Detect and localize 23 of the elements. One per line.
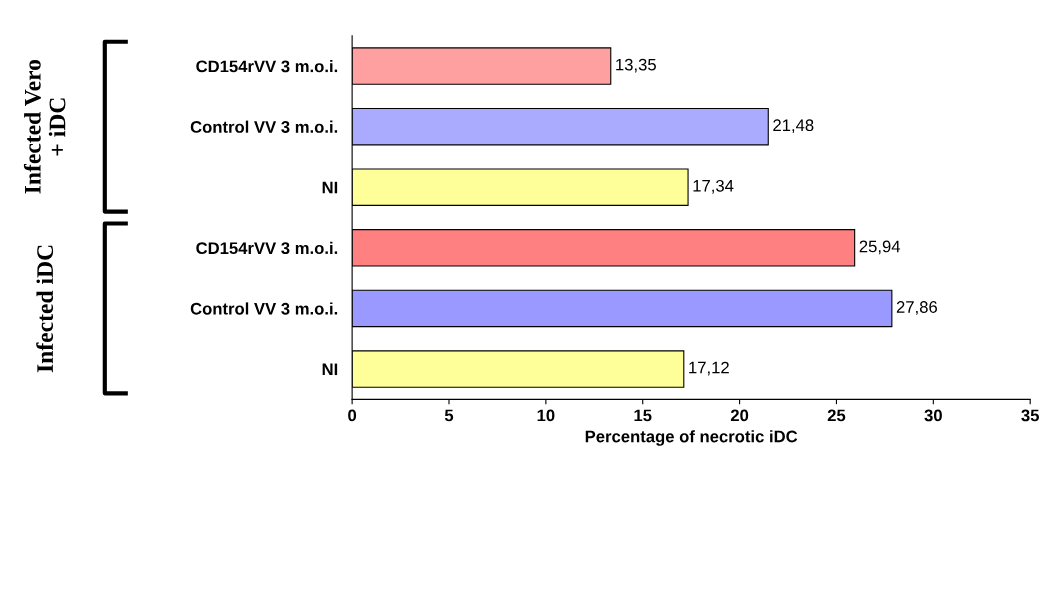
x-tick-label: 30	[924, 409, 942, 422]
text: Infected iDC	[36, 245, 54, 373]
y-tick-label: NI	[322, 181, 338, 194]
y-tick-label: CD154rVV 3 m.o.i.	[196, 60, 338, 73]
data-label: 13,35	[616, 58, 656, 73]
data-label: 25,94	[859, 240, 901, 255]
x-tick-label: 35	[1021, 409, 1039, 422]
x-axis-title: Percentage of necrotic iDC	[585, 430, 798, 446]
x-tick-label: 5	[444, 409, 454, 422]
data-label: 21,48	[773, 119, 814, 134]
x-tick-label: 25	[827, 409, 846, 422]
data-label: 27,86	[896, 301, 937, 315]
text: Infected Vero + iDC	[23, 59, 66, 194]
y-tick-label: Control VV 3 m.o.i.	[190, 120, 338, 133]
y-tick-label: CD154rVV 3 m.o.i.	[196, 241, 338, 255]
data-label: 17,34	[693, 179, 734, 194]
y-tick-label: NI	[322, 363, 338, 376]
x-tick-label: 0	[348, 409, 357, 422]
x-tick-label: 15	[634, 409, 652, 422]
data-label: 17,12	[689, 361, 729, 376]
y-tick-label: Control VV 3 m.o.i.	[190, 302, 338, 315]
x-tick-label: 10	[537, 409, 555, 422]
x-tick-label: 20	[730, 409, 749, 422]
